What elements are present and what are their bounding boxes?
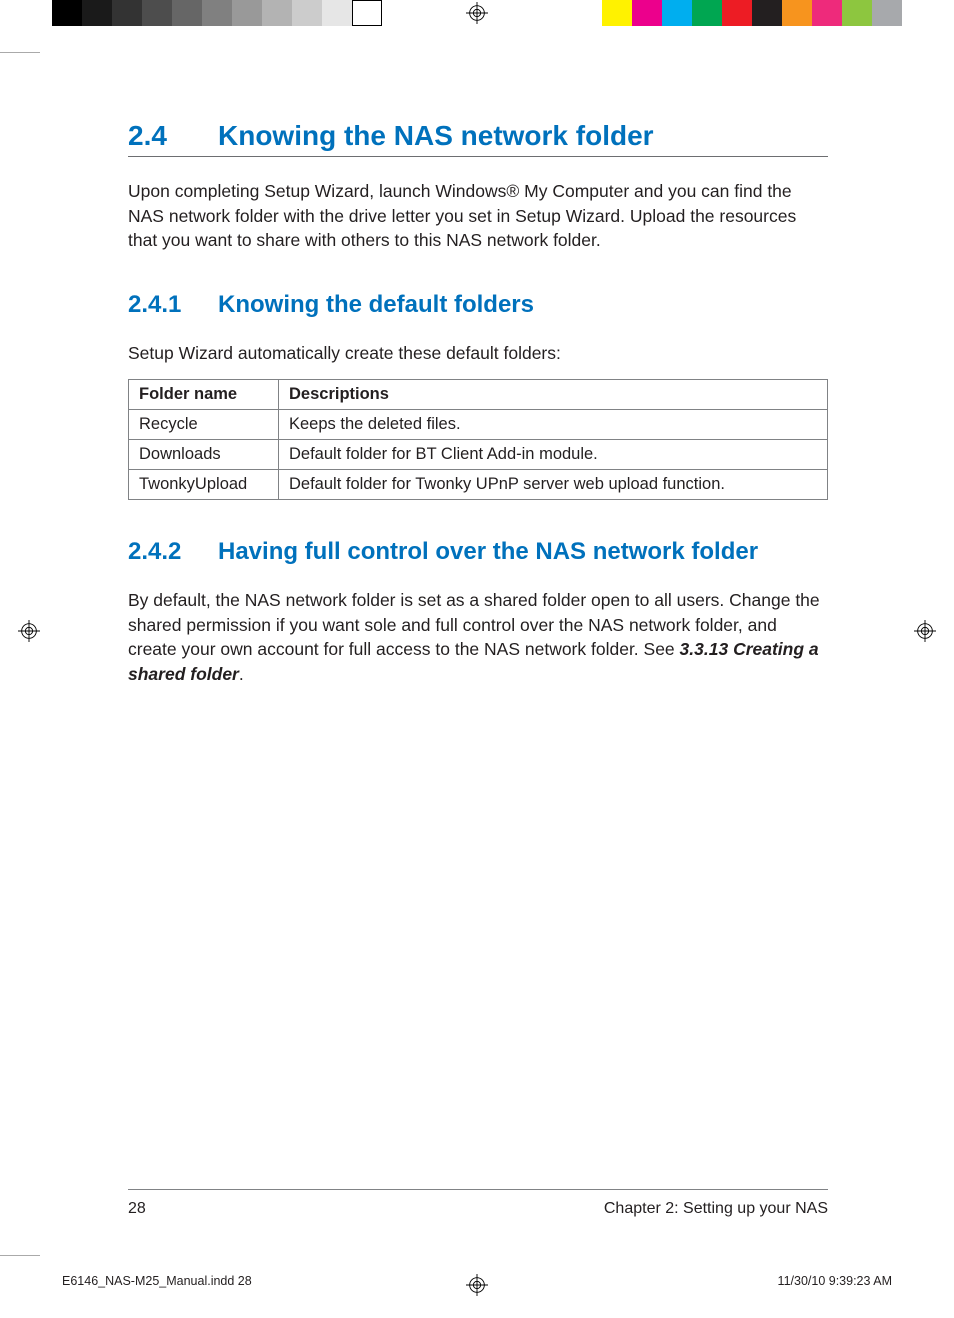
color-swatch (752, 0, 782, 26)
color-swatch (172, 0, 202, 26)
color-swatch (872, 0, 902, 26)
subsection-intro: Setup Wizard automatically create these … (128, 341, 828, 366)
page-footer: 28 Chapter 2: Setting up your NAS (128, 1200, 828, 1218)
color-swatch (262, 0, 292, 26)
default-folders-table: Folder name Descriptions RecycleKeeps th… (128, 379, 828, 500)
color-swatch (52, 0, 82, 26)
color-swatch (842, 0, 872, 26)
table-row: RecycleKeeps the deleted files. (129, 410, 828, 440)
slug-timestamp: 11/30/10 9:39:23 AM (778, 1274, 892, 1288)
color-swatch (292, 0, 322, 26)
color-swatch (322, 0, 352, 26)
table-row: TwonkyUploadDefault folder for Twonky UP… (129, 470, 828, 500)
subsection-body: By default, the NAS network folder is se… (128, 588, 828, 686)
body-text: . (239, 664, 244, 684)
crop-mark (0, 1255, 40, 1256)
indesign-slug: E6146_NAS-M25_Manual.indd 28 11/30/10 9:… (62, 1274, 892, 1288)
section-number: 2.4 (128, 120, 218, 152)
subsection-heading: 2.4.1 Knowing the default folders (128, 291, 828, 319)
color-swatch (352, 0, 382, 26)
subsection-title: Having full control over the NAS network… (218, 538, 758, 566)
section-intro: Upon completing Setup Wizard, launch Win… (128, 179, 828, 253)
table-header: Descriptions (279, 380, 828, 410)
footer-rule (128, 1189, 828, 1190)
color-swatch (82, 0, 112, 26)
section-heading: 2.4 Knowing the NAS network folder (128, 120, 828, 157)
color-swatch (782, 0, 812, 26)
color-swatch (632, 0, 662, 26)
section-title: Knowing the NAS network folder (218, 120, 654, 152)
color-swatch (232, 0, 262, 26)
color-swatch (602, 0, 632, 26)
chapter-label: Chapter 2: Setting up your NAS (604, 1200, 828, 1218)
color-swatch (722, 0, 752, 26)
registration-mark-icon (18, 620, 40, 642)
subsection-number: 2.4.1 (128, 291, 218, 319)
registration-mark-icon (466, 2, 488, 24)
subsection-title: Knowing the default folders (218, 291, 534, 319)
table-cell: Downloads (129, 440, 279, 470)
subsection-number: 2.4.2 (128, 538, 218, 566)
cmyk-colorbar (602, 0, 902, 26)
color-swatch (142, 0, 172, 26)
table-cell: Recycle (129, 410, 279, 440)
slug-filename: E6146_NAS-M25_Manual.indd 28 (62, 1274, 252, 1288)
subsection-heading: 2.4.2 Having full control over the NAS n… (128, 538, 828, 566)
table-cell: TwonkyUpload (129, 470, 279, 500)
page-number: 28 (128, 1200, 146, 1218)
page-content: 2.4 Knowing the NAS network folder Upon … (128, 120, 828, 692)
color-swatch (662, 0, 692, 26)
table-cell: Keeps the deleted files. (279, 410, 828, 440)
table-cell: Default folder for Twonky UPnP server we… (279, 470, 828, 500)
color-swatch (692, 0, 722, 26)
table-header: Folder name (129, 380, 279, 410)
registration-mark-icon (914, 620, 936, 642)
gray-ramp-colorbar (52, 0, 382, 26)
table-cell: Default folder for BT Client Add-in modu… (279, 440, 828, 470)
color-swatch (112, 0, 142, 26)
color-swatch (812, 0, 842, 26)
crop-mark (0, 52, 40, 53)
table-row: DownloadsDefault folder for BT Client Ad… (129, 440, 828, 470)
color-swatch (202, 0, 232, 26)
